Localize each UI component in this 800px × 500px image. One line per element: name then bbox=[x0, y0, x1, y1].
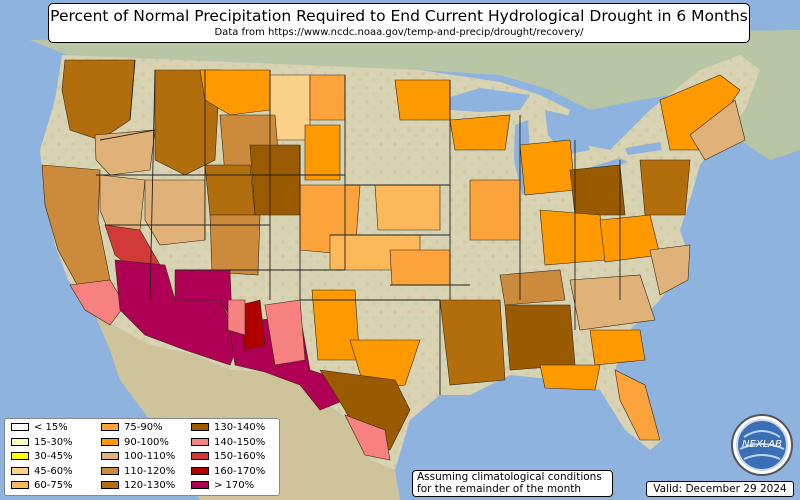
legend-item: 160-170% bbox=[191, 466, 265, 478]
note-box: Assuming climatological conditions for t… bbox=[412, 470, 613, 497]
legend-label: 130-140% bbox=[214, 422, 266, 433]
legend-swatch bbox=[191, 466, 209, 475]
legend-item: 30-45% bbox=[11, 451, 73, 463]
legend-swatch bbox=[191, 423, 209, 431]
valid-date: Valid: December 29 2024 bbox=[646, 481, 794, 497]
legend-swatch bbox=[101, 466, 119, 475]
legend-item: 90-100% bbox=[101, 437, 169, 449]
legend-item: 150-160% bbox=[191, 451, 265, 463]
legend-item: 100-110% bbox=[101, 451, 175, 463]
legend-label: 160-170% bbox=[214, 465, 266, 477]
legend-item: 120-130% bbox=[101, 480, 175, 492]
legend-swatch bbox=[101, 452, 119, 460]
legend-swatch bbox=[11, 481, 29, 489]
legend-item: < 15% bbox=[11, 422, 68, 434]
legend-swatch bbox=[191, 437, 209, 446]
legend-swatch bbox=[11, 423, 29, 431]
note-line-2: for the remainder of the month bbox=[417, 483, 582, 495]
legend-label: 90-100% bbox=[124, 436, 169, 448]
drought-regions bbox=[41, 59, 746, 461]
legend-swatch bbox=[11, 452, 29, 460]
legend-label: 120-130% bbox=[124, 480, 176, 491]
legend-label: 45-60% bbox=[34, 465, 73, 477]
legend-item: > 170% bbox=[191, 480, 254, 492]
legend-swatch bbox=[191, 481, 209, 489]
note-line-1: Assuming climatological conditions bbox=[417, 471, 602, 483]
legend-swatch bbox=[11, 437, 29, 446]
legend-swatch bbox=[101, 437, 119, 446]
legend-label: 100-110% bbox=[124, 451, 176, 462]
legend-item: 110-120% bbox=[101, 466, 175, 478]
legend: < 15% 15-30% 30-45% 45-60% 60-75% 75-90% 90-10… bbox=[4, 418, 280, 496]
legend-label: 140-150% bbox=[214, 436, 266, 448]
title-box: Percent of Normal Precipitation Required… bbox=[48, 3, 750, 43]
legend-item: 75-90% bbox=[101, 422, 163, 434]
state-borders bbox=[96, 59, 621, 395]
legend-swatch bbox=[101, 481, 119, 489]
legend-label: > 170% bbox=[214, 480, 255, 491]
legend-swatch bbox=[101, 423, 119, 431]
legend-label: 150-160% bbox=[214, 451, 266, 462]
map-subtitle: Data from https://www.ncdc.noaa.gov/temp… bbox=[214, 27, 584, 38]
legend-swatch bbox=[191, 452, 209, 460]
legend-label: < 15% bbox=[34, 422, 68, 433]
legend-item: 130-140% bbox=[191, 422, 265, 434]
legend-label: 110-120% bbox=[124, 465, 176, 477]
legend-label: 75-90% bbox=[124, 422, 163, 433]
legend-item: 15-30% bbox=[11, 437, 73, 449]
legend-item: 140-150% bbox=[191, 437, 265, 449]
lake-ontario bbox=[625, 142, 662, 155]
lake-superior bbox=[440, 88, 530, 112]
nexlab-logo: NEXLAB bbox=[731, 414, 793, 476]
logo-text: NEXLAB bbox=[742, 439, 782, 450]
map-title: Percent of Normal Precipitation Required… bbox=[50, 7, 748, 25]
legend-label: 60-75% bbox=[34, 480, 73, 491]
legend-label: 15-30% bbox=[34, 436, 73, 448]
legend-swatch bbox=[11, 466, 29, 475]
legend-label: 30-45% bbox=[34, 451, 73, 462]
legend-item: 45-60% bbox=[11, 466, 73, 478]
legend-item: 60-75% bbox=[11, 480, 73, 492]
